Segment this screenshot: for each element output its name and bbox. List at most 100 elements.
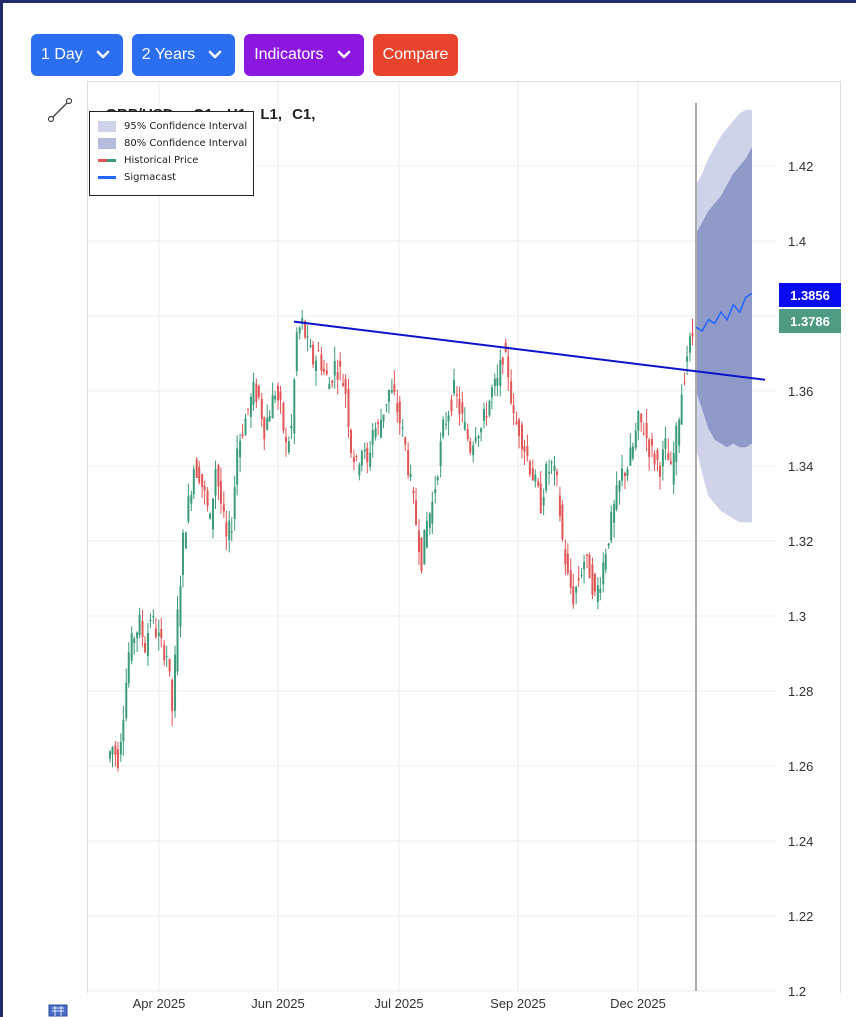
candle-body <box>642 432 645 434</box>
candle-body <box>301 318 304 322</box>
candle-body <box>689 336 691 353</box>
candle-body <box>209 513 212 519</box>
candle-body <box>458 398 461 415</box>
candle-body <box>122 719 125 742</box>
candle-body <box>583 561 586 570</box>
candle-body <box>445 423 448 425</box>
last-price-tag: 1.3786 <box>779 309 841 334</box>
candle-body <box>396 402 399 413</box>
candle-body <box>284 436 287 443</box>
y-tick-label: 1.2 <box>788 984 806 999</box>
candle-body <box>314 360 317 372</box>
candle-body <box>176 609 179 672</box>
candle-body <box>680 394 683 425</box>
candle-body <box>539 483 542 513</box>
candle-body <box>645 423 648 439</box>
candle-body <box>510 381 513 404</box>
candle-body <box>531 468 534 481</box>
candle-body <box>168 658 171 672</box>
candle-body <box>125 682 128 719</box>
candle-body <box>523 446 526 452</box>
candle-body <box>217 465 220 487</box>
candle-body <box>596 585 599 602</box>
compare-button[interactable]: Compare <box>372 34 459 76</box>
chevron-down-icon <box>96 50 110 59</box>
candle-body <box>569 570 572 588</box>
candle-body <box>222 504 225 512</box>
candle-body <box>463 422 466 430</box>
y-tick-label: 1.42 <box>788 159 813 174</box>
candle-body <box>249 396 252 417</box>
candle-body <box>157 632 160 637</box>
candle-body <box>423 529 426 565</box>
y-tick-label: 1.26 <box>788 759 813 774</box>
candle-body <box>344 378 347 394</box>
candle-body <box>165 655 168 657</box>
legend-label-historical: Historical Price <box>124 155 199 166</box>
range-dropdown[interactable]: 2 Years <box>131 34 236 76</box>
candle-body <box>320 354 323 371</box>
candle-body <box>160 628 163 638</box>
candle-body <box>350 430 353 453</box>
indicators-dropdown[interactable]: Indicators <box>244 34 364 76</box>
candle-body <box>130 633 133 661</box>
basket-icon[interactable] <box>48 1004 68 1017</box>
candle-body <box>431 502 434 524</box>
candle-body <box>133 638 136 644</box>
window-top-border <box>0 0 856 3</box>
candle-body <box>138 614 141 636</box>
legend-label-ci95: 95% Confidence Interval <box>124 121 248 132</box>
candle-body <box>401 427 404 429</box>
candle-body <box>192 469 195 495</box>
candle-body <box>255 383 258 402</box>
sigmacast-line <box>695 292 753 333</box>
y-tick-label: 1.32 <box>788 534 813 549</box>
candle-body <box>675 425 678 462</box>
candle-body <box>398 401 401 423</box>
candle-body <box>656 449 659 460</box>
candle-body <box>678 419 681 446</box>
x-tick-label: Jun 2025 <box>251 996 305 1011</box>
candle-body <box>352 457 355 463</box>
interval-label: 1 Day <box>41 46 83 63</box>
candle-body <box>295 332 298 372</box>
candle-body <box>420 537 423 571</box>
trendline-tool-icon[interactable] <box>46 96 74 124</box>
candle-body <box>233 487 236 519</box>
candle-body <box>260 398 263 420</box>
chart-area[interactable] <box>87 81 841 993</box>
candle-body <box>325 370 328 375</box>
candle-body <box>347 388 350 428</box>
candle-body <box>219 481 222 504</box>
candle-body <box>114 745 117 755</box>
candle-body <box>328 383 331 390</box>
interval-dropdown[interactable]: 1 Day <box>31 34 123 76</box>
trendline <box>293 320 766 381</box>
candle-body <box>534 474 537 482</box>
candle-body <box>304 321 307 338</box>
candle-body <box>317 350 320 352</box>
candle-body <box>412 490 415 494</box>
candle-body <box>553 465 556 472</box>
candle-body <box>615 485 618 510</box>
candle-body <box>450 399 453 412</box>
candle-body <box>593 573 596 592</box>
sigmacast-swatch <box>98 176 116 179</box>
candle-body <box>520 424 523 450</box>
candle-body <box>572 586 575 605</box>
candle-body <box>483 408 486 421</box>
candle-body <box>407 449 410 476</box>
candle-body <box>461 402 464 414</box>
candle-body <box>550 461 553 464</box>
candle-body <box>488 400 491 416</box>
candle-body <box>263 417 266 440</box>
candle-body <box>404 437 407 445</box>
candle-body <box>119 741 122 755</box>
candle-body <box>607 543 610 546</box>
candle-body <box>252 381 255 405</box>
candle-body <box>225 522 228 537</box>
legend-label-sigmacast: Sigmacast <box>124 172 177 183</box>
chevron-down-icon <box>208 50 222 59</box>
candle-body <box>342 383 345 386</box>
